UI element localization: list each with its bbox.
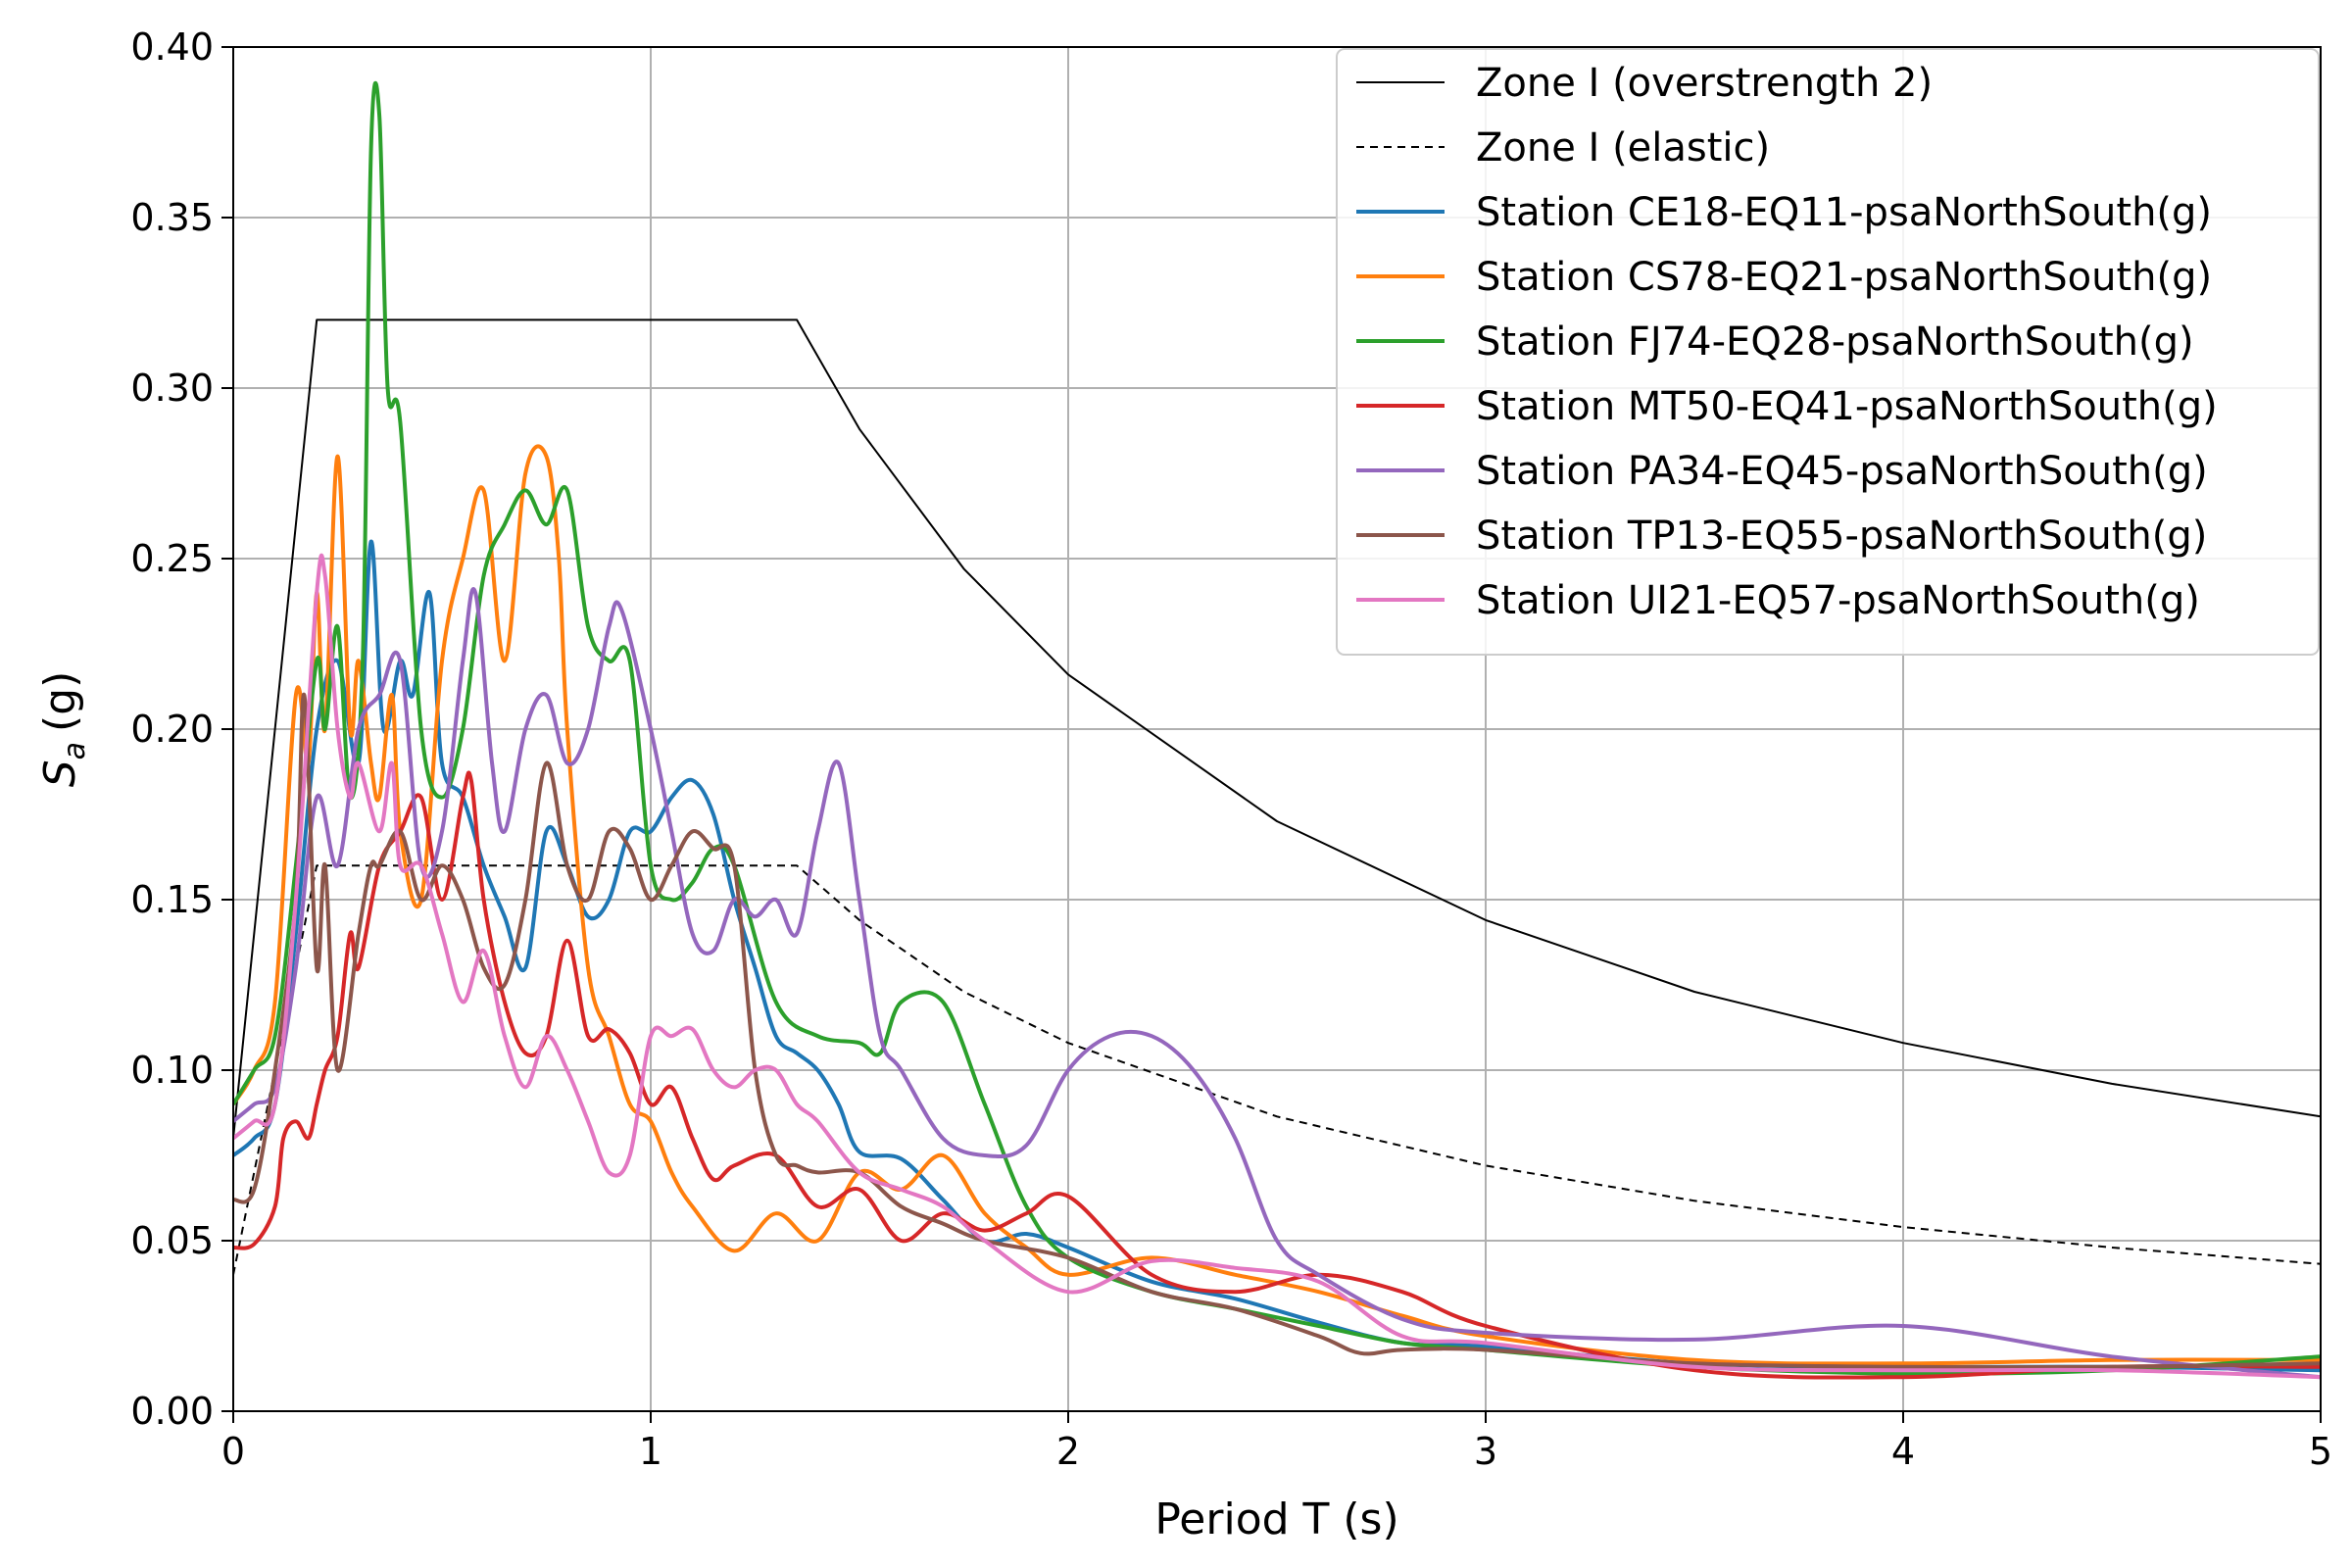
x-tick-label: 5 (2309, 1430, 2332, 1473)
y-axis-label-main: S (35, 760, 85, 787)
series-line (233, 864, 2321, 1275)
y-tick-label: 0.00 (130, 1390, 214, 1433)
series-line (233, 553, 2321, 1380)
x-axis-label: Period T (s) (1154, 1494, 1398, 1544)
legend-label: Station MT50-EQ41-psaNorthSouth(g) (1476, 384, 2218, 429)
series-line (233, 539, 2321, 1373)
series-line (233, 318, 2321, 1139)
legend-label: Zone I (elastic) (1476, 125, 1770, 171)
y-tick-label: 0.40 (130, 25, 214, 69)
x-tick-label: 0 (221, 1430, 245, 1473)
series-layer (233, 80, 2321, 1380)
legend: Zone I (overstrength 2) Zone I (elastic) S… (1336, 48, 2320, 656)
series-line (233, 770, 2321, 1380)
x-tick-label: 2 (1056, 1430, 1080, 1473)
y-tick-label: 0.30 (130, 367, 214, 410)
series-line (233, 444, 2321, 1366)
y-tick-label: 0.20 (130, 708, 214, 751)
y-axis-label-unit: (g) (35, 671, 85, 732)
legend-label: Zone I (overstrength 2) (1476, 61, 1933, 106)
legend-label: Station CS78-EQ21-psaNorthSouth(g) (1476, 255, 2212, 300)
x-tick-label: 3 (1474, 1430, 1497, 1473)
y-tick-label: 0.35 (130, 196, 214, 239)
y-tick-label: 0.15 (130, 878, 214, 921)
x-tick-label: 1 (639, 1430, 662, 1473)
legend-label: Station FJ74-EQ28-psaNorthSouth(g) (1476, 319, 2194, 365)
y-axis-label-sub: a (58, 742, 92, 760)
legend-box (1336, 48, 2320, 656)
legend-label: Station PA34-EQ45-psaNorthSouth(g) (1476, 449, 2208, 494)
ticks: 0 1 2 3 4 5 0.00 0.05 0.10 0.15 0.20 0.25 0.30 0.35 0.… (130, 25, 2332, 1473)
y-tick-label: 0.25 (130, 537, 214, 580)
series-line (233, 692, 2321, 1370)
legend-label: Station TP13-EQ55-psaNorthSouth(g) (1476, 514, 2207, 559)
y-tick-label: 0.05 (130, 1219, 214, 1262)
series-line (233, 587, 2321, 1380)
legend-label: Station CE18-EQ11-psaNorthSouth(g) (1476, 190, 2212, 235)
x-tick-label: 4 (1891, 1430, 1915, 1473)
y-axis-label: Sa (g) (35, 671, 92, 788)
legend-label: Station UI21-EQ57-psaNorthSouth(g) (1476, 578, 2200, 623)
y-tick-label: 0.10 (130, 1049, 214, 1092)
